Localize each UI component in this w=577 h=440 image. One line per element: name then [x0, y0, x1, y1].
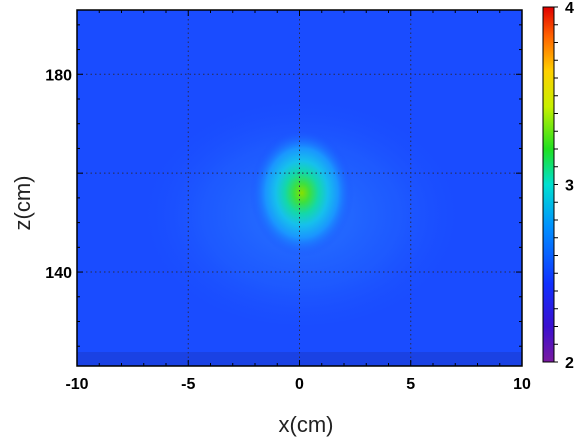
- y-axis-title: z(cm): [10, 176, 35, 231]
- colorbar-tick-label: 2: [565, 355, 574, 372]
- colorbar-gradient: [542, 6, 555, 363]
- plot-area: [77, 10, 522, 366]
- axis-ticks: [76, 10, 523, 366]
- colorbar-tick-label: 4: [565, 0, 574, 17]
- colorbar: 2 3 4: [542, 0, 574, 372]
- heatmap-hotspot: [249, 128, 354, 258]
- x-tick-label: 10: [513, 376, 531, 393]
- x-tick-label: -10: [65, 376, 88, 393]
- x-tick-label: 0: [295, 376, 304, 393]
- grid-lines: [77, 10, 522, 366]
- x-tick-label: -5: [181, 376, 195, 393]
- x-tick-label: 5: [406, 376, 415, 393]
- y-tick-label: 140: [45, 265, 72, 282]
- x-axis-title: x(cm): [279, 412, 334, 437]
- colorbar-tick-labels: 2 3 4: [565, 0, 574, 372]
- y-tick-label: 180: [45, 67, 72, 84]
- tick-labels: -10 -5 0 5 10 140 180: [45, 67, 531, 393]
- colorbar-tick-label: 3: [565, 178, 574, 195]
- colorbar-ticks: [554, 6, 558, 363]
